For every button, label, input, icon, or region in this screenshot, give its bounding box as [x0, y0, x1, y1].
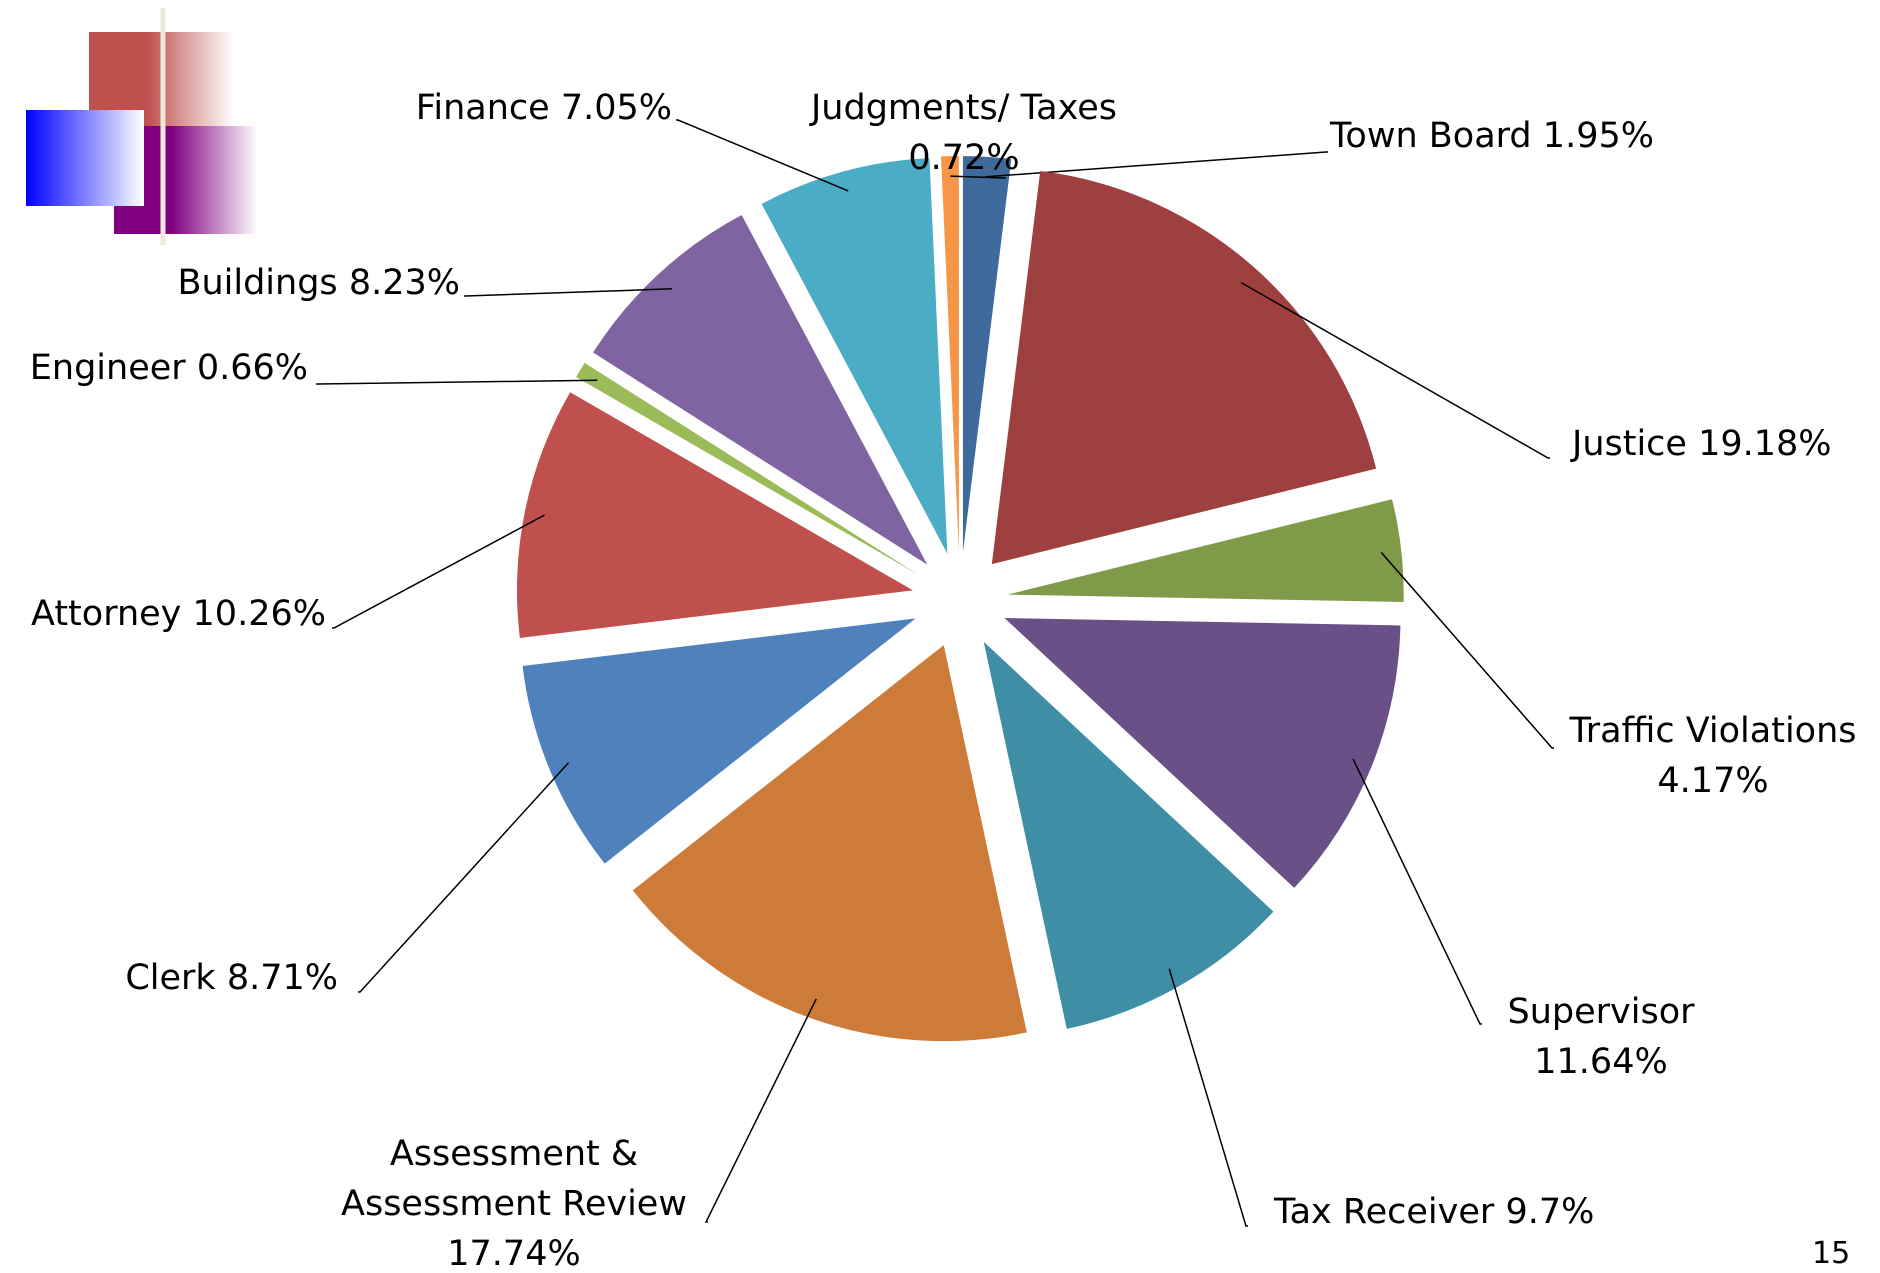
slice-label: Traffic Violations 4.17% [1548, 706, 1878, 806]
slice-label: Assessment & Assessment Review 17.74% [322, 1129, 706, 1273]
pie-slice [983, 641, 1274, 1029]
pie-slice [522, 618, 916, 864]
slice-label: Town Board 1.95% [1330, 111, 1730, 161]
leader-line [1352, 758, 1482, 1025]
category-label: Buildings [177, 263, 338, 303]
leader-line [1240, 281, 1550, 459]
category-label: Engineer [29, 348, 186, 388]
pie-slice [1004, 617, 1401, 888]
pie-slice [941, 156, 959, 553]
page-number: 15 [1812, 1236, 1851, 1271]
category-label: Town Board [1330, 116, 1532, 156]
decoration [26, 8, 1680, 245]
pie-slice [632, 645, 1027, 1042]
pie-slice [991, 171, 1377, 565]
value-label: 1.95% [1542, 116, 1654, 156]
category-label: Traffic Violations [1569, 711, 1857, 751]
category-label: Assessment & Assessment Review [341, 1134, 687, 1224]
pie-slice [962, 156, 1012, 553]
slice-label: Finance 7.05% [0, 83, 672, 133]
value-label: 11.64% [1534, 1042, 1668, 1082]
pie-slice [576, 362, 919, 576]
slice-label: Engineer 0.66% [0, 343, 308, 393]
value-label: 19.18% [1698, 424, 1832, 464]
pie-slice [1007, 499, 1404, 603]
category-label: Justice [1572, 424, 1687, 464]
leader-line [985, 151, 1328, 178]
leader-line [1380, 551, 1554, 749]
category-label: Supervisor [1507, 992, 1695, 1032]
pie-slice [516, 392, 913, 638]
leader-line [332, 514, 545, 629]
leader-line [676, 119, 849, 192]
value-label: 17.74% [447, 1234, 581, 1273]
category-label: Attorney [31, 594, 182, 634]
slice-label: Supervisor 11.64% [1476, 987, 1726, 1087]
value-label: 8.71% [226, 958, 338, 998]
slice-label: Judgments/ Taxes 0.72% [774, 83, 1154, 183]
leader-line [704, 998, 817, 1223]
category-label: Tax Receiver [1274, 1192, 1495, 1232]
slice-label: Buildings 8.23% [0, 258, 460, 308]
leader-line [950, 175, 1006, 179]
leader-line [464, 288, 673, 297]
value-label: 8.23% [348, 263, 460, 303]
slice-label: Attorney 10.26% [0, 589, 326, 639]
value-label: 10.26% [192, 594, 326, 634]
pie-slice [593, 215, 928, 565]
value-label: 0.66% [196, 348, 308, 388]
leader-line [316, 379, 598, 385]
value-label: 7.05% [560, 88, 672, 128]
category-label: Clerk [125, 958, 216, 998]
value-label: 4.17% [1657, 761, 1769, 801]
value-label: 0.72% [908, 138, 1020, 178]
slice-label: Clerk 8.71% [0, 953, 338, 1003]
pie-slice [761, 158, 948, 554]
category-label: Finance [415, 88, 550, 128]
slice-label: Tax Receiver 9.7% [1274, 1187, 1654, 1237]
category-label: Judgments/ Taxes [810, 88, 1118, 128]
leader-line [1168, 968, 1248, 1227]
slice-label: Justice 19.18% [1572, 419, 1872, 469]
value-label: 9.7% [1505, 1192, 1595, 1232]
leader-line [358, 762, 570, 993]
